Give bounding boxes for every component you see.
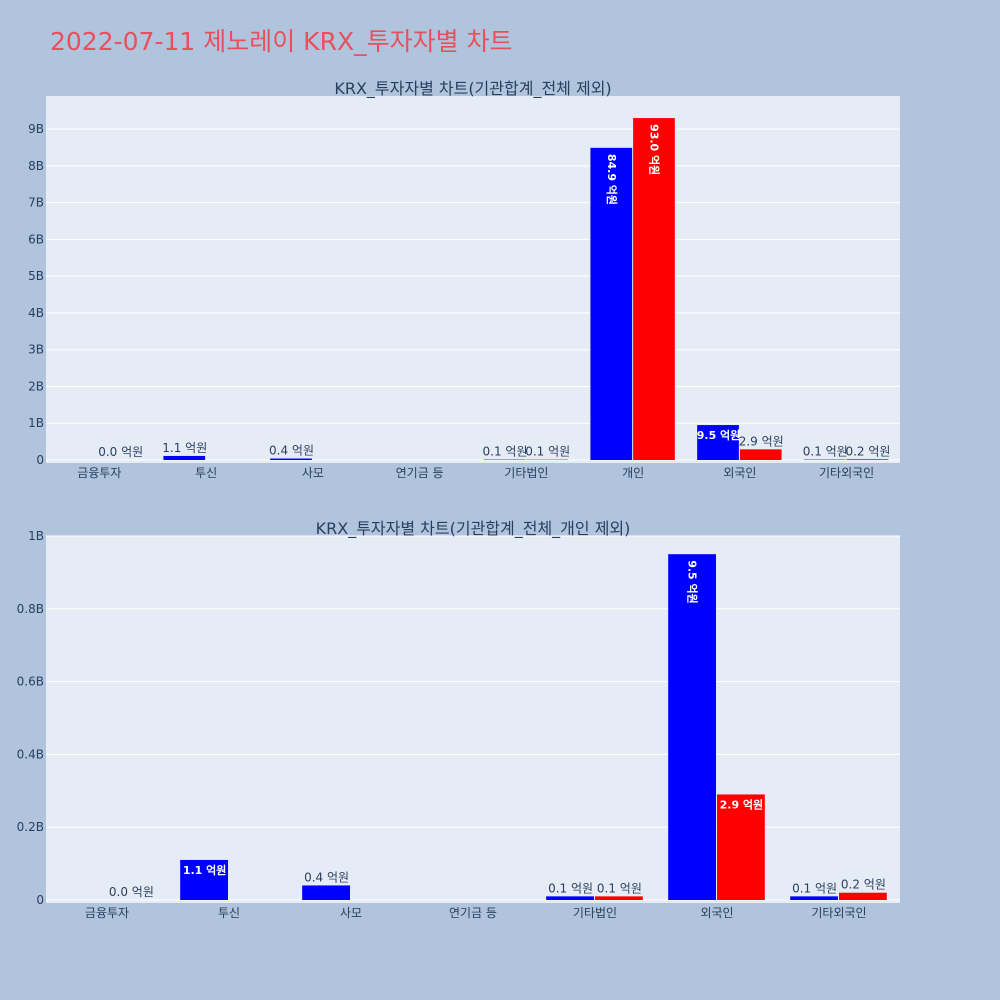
- bar: [590, 147, 633, 461]
- y-tick-label: 6B: [28, 232, 44, 246]
- x-tick-label: 투신: [218, 906, 240, 920]
- y-tick-label: 7B: [28, 196, 44, 210]
- y-tick-label: 0.2B: [17, 820, 44, 834]
- bar: [839, 892, 887, 900]
- chart-title: KRX_투자자별 차트(기관합계_전체_개인 제외): [316, 519, 631, 539]
- x-tick-label: 금융투자: [85, 906, 129, 920]
- bar-value-label: 0.1 억원: [792, 881, 837, 895]
- bar: [163, 455, 206, 460]
- bar: [668, 554, 716, 900]
- bar-value-label: 0.1 억원: [597, 881, 642, 895]
- y-tick-label: 1B: [28, 416, 44, 430]
- plot-area: [46, 96, 900, 463]
- x-tick-label: 기타외국인: [811, 906, 866, 920]
- bar: [697, 425, 739, 460]
- x-tick-label: 연기금 등: [396, 466, 444, 480]
- bar: [846, 459, 889, 460]
- bar-value-label: 9.5 억원: [686, 560, 700, 604]
- bar-value-label: 0.4 억원: [304, 870, 349, 884]
- bar-value-label: 84.9 억원: [605, 154, 619, 205]
- bar: [717, 794, 765, 900]
- bar-value-label: 9.5 억원: [697, 428, 741, 442]
- y-tick-label: 8B: [28, 159, 44, 173]
- bar: [739, 449, 782, 460]
- bar: [270, 458, 312, 460]
- y-tick-label: 0.6B: [17, 675, 44, 689]
- chart-2: 0 0.2B 0.4B 0.6B 0.8B 1B KRX_투자자별 차트(기관합계_전체_개…: [17, 519, 900, 920]
- y-tick-label: 0.4B: [17, 747, 44, 761]
- y-tick-label: 3B: [28, 343, 44, 357]
- plot-area: [46, 536, 900, 903]
- bar-value-label: 1.1 억원: [162, 441, 207, 455]
- x-tick-label: 연기금 등: [449, 906, 497, 920]
- bar-value-label: 1.1 억원: [183, 863, 227, 877]
- bar-value-label: 0.1 억원: [548, 881, 593, 895]
- bar-value-label: 0.1 억원: [803, 445, 848, 459]
- bar-value-label: 2.9 억원: [739, 434, 784, 448]
- y-tick-label: 0: [36, 453, 44, 467]
- bar-value-label: 0.4 억원: [269, 444, 314, 458]
- bar: [633, 118, 675, 460]
- page-title: 2022-07-11 제노레이 KRX_투자자별 차트: [50, 27, 513, 56]
- x-tick-label: 개인: [622, 466, 644, 480]
- bar-value-label: 0.1 억원: [525, 445, 570, 459]
- y-tick-label: 0.8B: [17, 602, 44, 616]
- x-tick-label: 기타외국인: [819, 466, 874, 480]
- y-tick-label: 9B: [28, 122, 44, 136]
- x-tick-label: 사모: [340, 906, 362, 920]
- y-tick-label: 0: [36, 893, 44, 907]
- x-tick-label: 사모: [302, 466, 324, 480]
- bar: [790, 896, 838, 900]
- bar-value-label: 0.0 억원: [98, 445, 143, 459]
- x-tick-label: 기타법인: [504, 466, 548, 480]
- x-tick-label: 외국인: [723, 466, 756, 480]
- x-tick-label: 금융투자: [77, 466, 121, 480]
- x-tick-label: 기타법인: [573, 906, 617, 920]
- bar: [180, 859, 228, 900]
- bar-value-label: 0.2 억원: [845, 444, 890, 458]
- bar-value-label: 0.1 억원: [483, 445, 528, 459]
- chart-1: 0 1B 2B 3B 4B 5B 6B 7B 8B 9B KRX_투자자별 차트(기관합계_전체 제…: [28, 79, 900, 480]
- bar: [302, 885, 350, 900]
- bar-value-label: 93.0 억원: [647, 124, 661, 175]
- chart-title: KRX_투자자별 차트(기관합계_전체 제외): [334, 79, 611, 99]
- bar: [595, 896, 643, 900]
- y-tick-label: 1B: [28, 529, 44, 543]
- bar-value-label: 0.0 억원: [109, 885, 154, 899]
- y-tick-label: 2B: [28, 379, 44, 393]
- bar: [546, 896, 594, 900]
- bar-value-label: 0.2 억원: [841, 878, 886, 892]
- y-tick-label: 4B: [28, 306, 44, 320]
- y-tick-label: 5B: [28, 269, 44, 283]
- bar-value-label: 2.9 억원: [720, 797, 764, 811]
- x-tick-label: 외국인: [700, 906, 733, 920]
- x-tick-label: 투신: [195, 466, 217, 480]
